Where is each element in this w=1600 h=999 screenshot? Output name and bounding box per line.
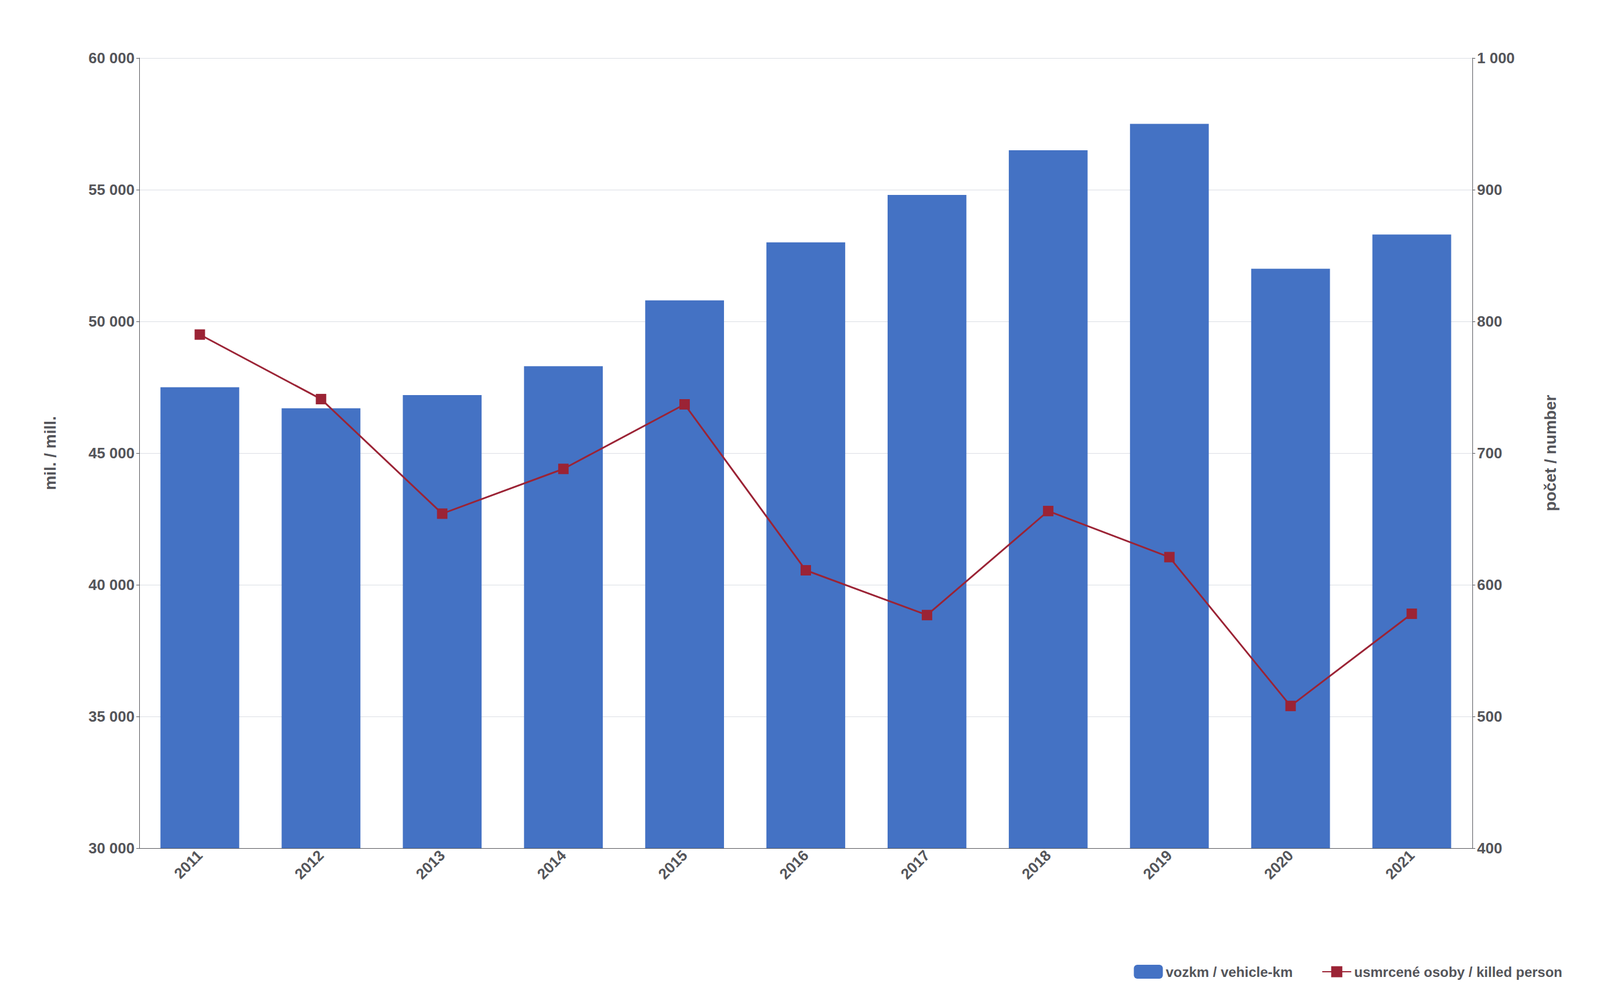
svg-text:vozkm / vehicle-km: vozkm / vehicle-km <box>1165 964 1293 980</box>
svg-text:500: 500 <box>1477 707 1502 726</box>
svg-text:1 000: 1 000 <box>1477 49 1515 67</box>
svg-text:2020: 2020 <box>1260 846 1297 883</box>
svg-text:40 000: 40 000 <box>88 576 135 594</box>
svg-text:2016: 2016 <box>776 846 813 883</box>
svg-text:2011: 2011 <box>170 846 206 882</box>
svg-text:30 000: 30 000 <box>88 839 135 857</box>
svg-text:45 000: 45 000 <box>88 444 135 462</box>
svg-text:2013: 2013 <box>412 846 449 883</box>
svg-text:mil. / mill.: mil. / mill. <box>41 415 60 491</box>
svg-text:900: 900 <box>1477 181 1502 199</box>
svg-text:35 000: 35 000 <box>88 707 135 726</box>
svg-text:800: 800 <box>1477 312 1502 331</box>
svg-text:60 000: 60 000 <box>88 49 135 67</box>
svg-text:počet / number: počet / number <box>1541 395 1560 512</box>
svg-text:2014: 2014 <box>533 846 570 883</box>
svg-text:600: 600 <box>1477 576 1502 594</box>
svg-text:400: 400 <box>1477 839 1502 857</box>
svg-text:usmrcené osoby / killed person: usmrcené osoby / killed person <box>1354 964 1563 980</box>
svg-text:700: 700 <box>1477 444 1502 462</box>
svg-text:55 000: 55 000 <box>88 181 135 199</box>
svg-text:2019: 2019 <box>1139 846 1176 883</box>
svg-text:2017: 2017 <box>896 846 933 883</box>
svg-text:2021: 2021 <box>1381 846 1418 883</box>
svg-text:2018: 2018 <box>1018 846 1055 883</box>
svg-text:50 000: 50 000 <box>88 312 135 331</box>
svg-text:2012: 2012 <box>291 846 328 883</box>
svg-text:2015: 2015 <box>654 846 691 883</box>
